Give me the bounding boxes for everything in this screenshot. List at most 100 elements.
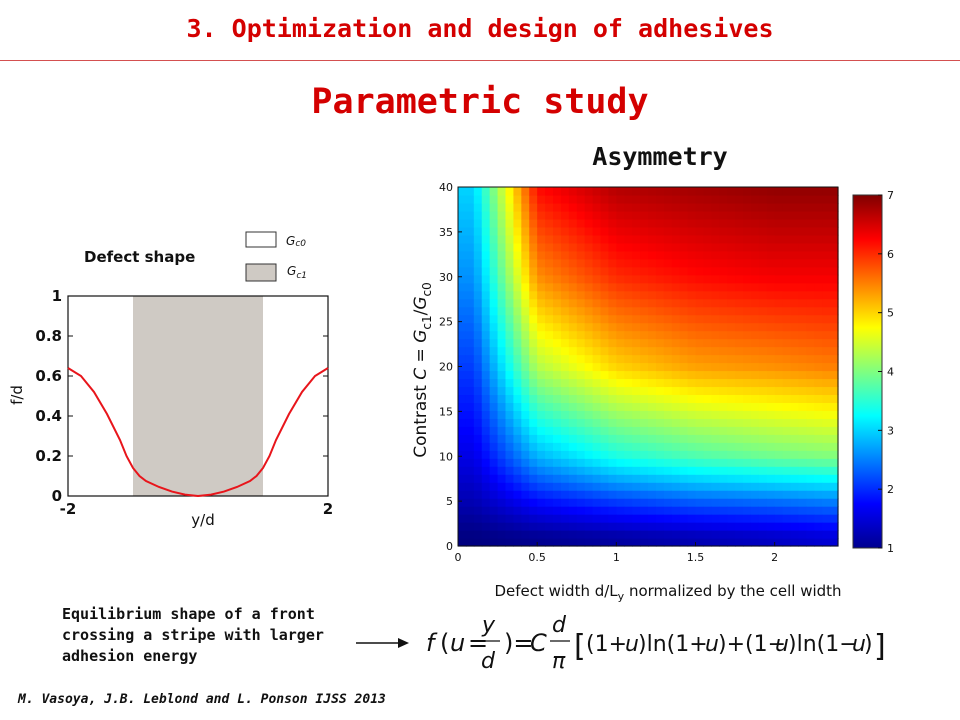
heatmap-cell bbox=[679, 210, 689, 220]
heatmap-cell bbox=[719, 218, 728, 228]
heatmap-cell bbox=[774, 362, 784, 372]
heatmap-cell bbox=[814, 370, 823, 380]
heatmap-cell bbox=[679, 450, 689, 459]
heatmap-cell bbox=[830, 354, 839, 364]
heatmap-cell bbox=[703, 210, 712, 220]
colorbar bbox=[852, 194, 883, 549]
heatmap-cell bbox=[458, 394, 467, 403]
heatmap-cell bbox=[830, 282, 839, 292]
heatmap-cell bbox=[774, 386, 784, 396]
heatmap-cell bbox=[814, 250, 823, 260]
heatmap-cell bbox=[640, 410, 649, 419]
heatmap-cell bbox=[671, 434, 681, 443]
heatmap-cell bbox=[553, 442, 562, 451]
heatmap-cell bbox=[727, 410, 736, 419]
heatmap-cell bbox=[679, 330, 689, 340]
heatmap-cell bbox=[782, 434, 792, 443]
heatmap-cell bbox=[663, 530, 673, 539]
heatmap-cell bbox=[766, 418, 776, 427]
heatmap-cell bbox=[584, 290, 594, 300]
heatmap-cell bbox=[608, 522, 617, 531]
heatmap-cell bbox=[640, 202, 649, 212]
heatmap-cell bbox=[711, 314, 720, 324]
heatmap-cell bbox=[790, 194, 800, 204]
heatmap-cell bbox=[465, 306, 475, 316]
heatmap-cell bbox=[521, 514, 530, 523]
heatmap-cell bbox=[584, 282, 594, 292]
heatmap-cell bbox=[592, 530, 602, 539]
heatmap-cell bbox=[489, 538, 499, 547]
heatmap-cell bbox=[521, 338, 530, 348]
heatmap-cell bbox=[624, 410, 633, 419]
heatmap-cell bbox=[640, 330, 649, 340]
heatmap-cell bbox=[790, 506, 800, 515]
heatmap-cell bbox=[798, 474, 807, 483]
heatmap-cell bbox=[798, 218, 807, 228]
heatmap-cell bbox=[679, 266, 689, 276]
heatmap-cell bbox=[473, 378, 483, 388]
heatmap-cell bbox=[719, 458, 728, 467]
heatmap-cell bbox=[766, 282, 776, 292]
heatmap-cell bbox=[481, 506, 491, 515]
heatmap-cell bbox=[806, 506, 815, 515]
heatmap-cell bbox=[473, 346, 483, 356]
heatmap-cell bbox=[521, 322, 530, 332]
heatmap-cell bbox=[790, 442, 800, 451]
heatmap-cell bbox=[489, 402, 499, 411]
heatmap-cell bbox=[790, 234, 800, 244]
heatmap-cell bbox=[806, 458, 815, 467]
heatmap-cell bbox=[473, 234, 483, 244]
heatmap-cell bbox=[560, 450, 570, 459]
heatmap-cell bbox=[655, 514, 665, 523]
heatmap-cell bbox=[458, 506, 467, 515]
heatmap-cell bbox=[719, 290, 728, 300]
heatmap-cell bbox=[798, 482, 807, 491]
heatmap-cell bbox=[529, 274, 538, 284]
heatmap-cell bbox=[473, 522, 483, 531]
heatmap-cell bbox=[719, 466, 728, 475]
heatmap-cell bbox=[703, 418, 712, 427]
heatmap-cell bbox=[553, 266, 562, 276]
heatmap-cell bbox=[822, 234, 831, 244]
heatmap-cell bbox=[584, 194, 594, 204]
heatmap-cell bbox=[568, 378, 578, 388]
heatmap-cell bbox=[632, 330, 641, 340]
heatmap-cell bbox=[830, 466, 839, 475]
heatmap-cell bbox=[545, 450, 554, 459]
heatmap-cell bbox=[624, 314, 633, 324]
heatmap-cell bbox=[521, 274, 530, 284]
heatmap-cell bbox=[727, 338, 736, 348]
heatmap-cell bbox=[798, 282, 807, 292]
heatmap-cell bbox=[671, 498, 681, 507]
heatmap-cell bbox=[790, 322, 800, 332]
heatmap-cell bbox=[545, 362, 554, 372]
heatmap-cell bbox=[687, 474, 697, 483]
heatmap-cell bbox=[727, 210, 736, 220]
heatmap-cell bbox=[743, 242, 752, 252]
heatmap-cell bbox=[600, 386, 610, 396]
heatmap-cell bbox=[711, 450, 720, 459]
heatmap-cell bbox=[568, 466, 578, 475]
heatmap-cell bbox=[727, 314, 736, 324]
heatmap-cell bbox=[663, 458, 673, 467]
heatmap-cell bbox=[822, 258, 831, 268]
heatmap-cell bbox=[830, 522, 839, 531]
heatmap-cell bbox=[727, 330, 736, 340]
heatmap-cell bbox=[758, 442, 768, 451]
heatmap-cell bbox=[814, 450, 823, 459]
heatmap-cell bbox=[640, 187, 649, 196]
heatmap-cell bbox=[663, 266, 673, 276]
heatmap-cell bbox=[608, 506, 617, 515]
heatmap-cell bbox=[663, 354, 673, 364]
heatmap-cell bbox=[790, 490, 800, 499]
heatmap-cell bbox=[711, 378, 720, 388]
y-tick-label: 0.2 bbox=[35, 447, 62, 465]
heatmap-cell bbox=[473, 450, 483, 459]
heatmap-cell bbox=[553, 242, 562, 252]
heatmap-cell bbox=[830, 242, 839, 252]
heatmap-cell bbox=[640, 362, 649, 372]
heatmap-cell bbox=[505, 338, 515, 348]
heatmap-cell bbox=[560, 506, 570, 515]
heatmap-cell bbox=[735, 330, 744, 340]
heatmap-cell bbox=[822, 482, 831, 491]
